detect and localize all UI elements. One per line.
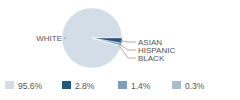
slice <box>92 38 122 46</box>
chart: WHITEASIANHISPANICBLACK95.6%2.8%1.4%0.3% <box>0 0 240 100</box>
leader-line <box>64 38 66 39</box>
legend-swatch <box>62 81 71 89</box>
legend-swatch <box>172 81 181 89</box>
slice-label: WHITE <box>36 34 62 43</box>
legend-label: 0.3% <box>185 81 205 91</box>
slice <box>92 38 121 46</box>
legend: 95.6% 2.8% 1.4% 0.3% <box>5 81 205 91</box>
slice <box>62 8 122 68</box>
pie <box>62 8 122 68</box>
legend-swatch <box>5 81 14 89</box>
legend-label: 1.4% <box>131 81 151 91</box>
legend-label: 2.8% <box>75 81 95 91</box>
leader-line <box>119 45 136 58</box>
leader-line <box>120 40 136 42</box>
legend-swatch <box>118 81 127 89</box>
legend-label: 95.6% <box>18 81 43 91</box>
slice-label: BLACK <box>138 54 165 63</box>
